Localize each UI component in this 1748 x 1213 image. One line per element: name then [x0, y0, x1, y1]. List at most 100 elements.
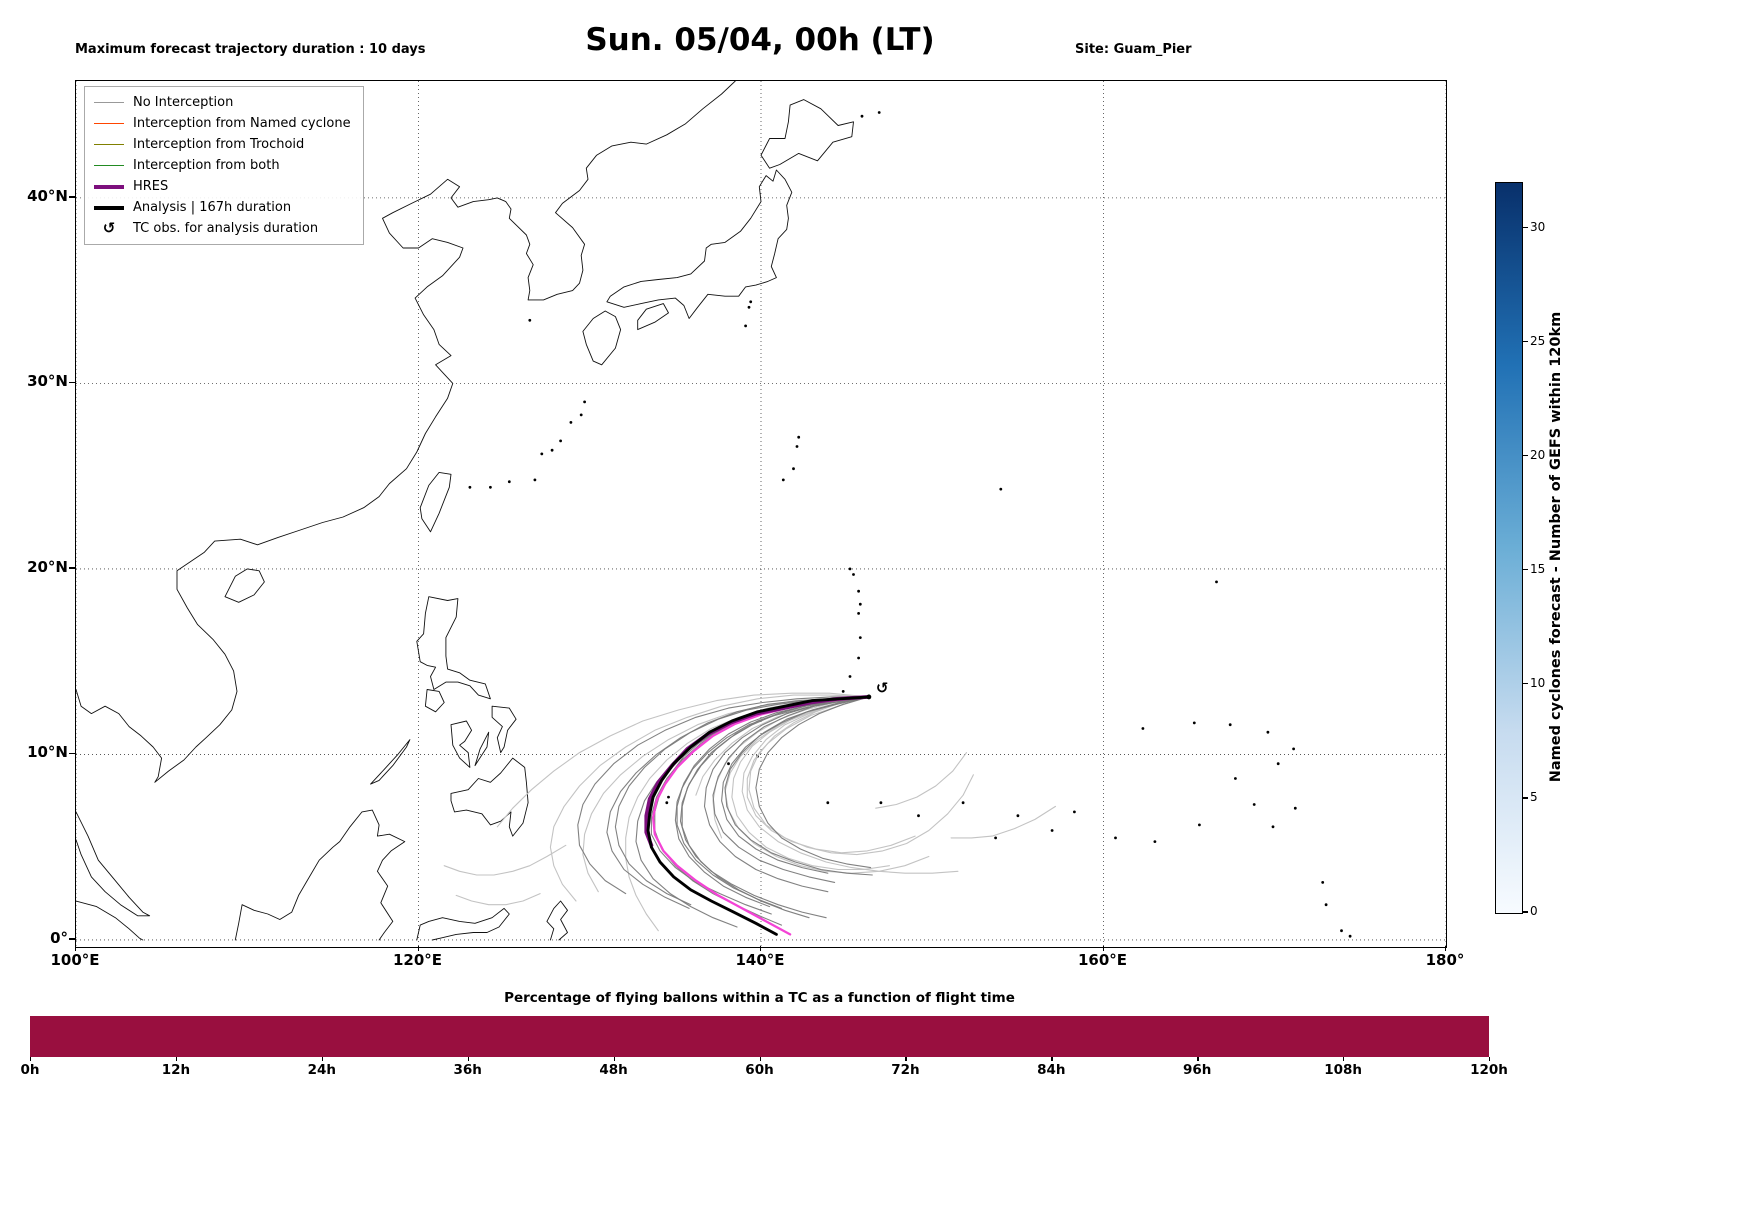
x-axis-tick-label: 100°E: [50, 951, 100, 969]
colorbar-tick-label: 10: [1530, 675, 1546, 690]
y-axis-tickmark: [69, 938, 75, 940]
island-dot: [540, 452, 544, 456]
x-axis-tick-label: 140°E: [735, 951, 785, 969]
coastline: [76, 900, 144, 941]
tc-obs-legend-icon: ↺: [102, 219, 116, 237]
colorbar-tickmark: [1522, 797, 1528, 799]
bottom-x-tick-label: 84h: [1037, 1062, 1066, 1078]
magenta-trajectory: [651, 695, 871, 936]
balloon-percentage-bar: [30, 1016, 1489, 1057]
bottom-x-tickmark: [467, 1057, 470, 1061]
colorbar-tick-label: 15: [1530, 561, 1546, 576]
y-axis-tick-label: 10°N: [27, 743, 68, 762]
y-axis-tickmark: [69, 752, 75, 755]
legend-row: ↺ TC obs. for analysis duration: [94, 218, 351, 239]
bottom-x-tickmark: [905, 1057, 907, 1061]
island-dot: [857, 612, 860, 615]
forecast-trajectory-no-interception: [674, 696, 870, 908]
forecast-trajectory-no-interception: [614, 696, 870, 906]
colorbar-tickmark: [1522, 341, 1528, 343]
legend-line-sample: [94, 184, 124, 189]
forecast-trajectory-no-interception: [731, 696, 890, 871]
coastline: [450, 720, 473, 768]
island-dot: [1228, 723, 1232, 727]
island-dot: [961, 801, 965, 805]
forecast-trajectory-no-interception: [681, 696, 870, 919]
legend-label: Interception from both: [133, 158, 280, 173]
x-axis-tick-label: 180°: [1425, 951, 1465, 969]
y-axis-tickmark: [69, 567, 75, 569]
y-axis-tick-label: 20°N: [27, 557, 68, 576]
coastline: [491, 705, 517, 754]
forecast-trajectory-no-interception: [549, 694, 870, 902]
coastline: [760, 99, 854, 169]
island-dot: [665, 801, 669, 805]
legend-row: HRES: [94, 176, 351, 197]
forecast-trajectory-no-interception: [755, 696, 872, 869]
island-dot: [858, 636, 862, 639]
bottom-x-tickmark: [1489, 1057, 1491, 1061]
island-dot: [858, 602, 862, 606]
forecast-trajectory-no-interception: [443, 844, 567, 876]
forecast-trajectory-no-interception: [875, 752, 968, 809]
island-dot: [747, 305, 751, 309]
colorbar-tick-label: 30: [1530, 219, 1546, 234]
island-dot: [857, 656, 860, 660]
island-dot: [917, 814, 920, 818]
island-dot: [1271, 825, 1275, 829]
site-text: Site: Guam_Pier: [1075, 42, 1192, 58]
island-dot: [852, 573, 855, 576]
coastline: [419, 471, 452, 533]
coastline: [424, 689, 445, 713]
bottom-x-tickmark: [175, 1057, 178, 1061]
coastline: [76, 811, 151, 917]
colorbar-tickmark: [1522, 911, 1528, 913]
colorbar-tick-label: 25: [1530, 333, 1546, 348]
coastline: [370, 739, 411, 785]
bottom-x-tick-label: 120h: [1470, 1062, 1508, 1078]
island-dot: [1293, 806, 1297, 810]
island-dot: [1016, 814, 1020, 818]
y-axis-tick-label: 30°N: [27, 372, 68, 391]
legend-line-sample: [94, 101, 124, 104]
x-axis-tickmark: [75, 946, 77, 951]
legend-line-sample: [94, 143, 124, 146]
bottom-x-tick-label: 48h: [599, 1062, 628, 1078]
forecast-trajectory-no-interception: [455, 893, 541, 906]
island-dot: [792, 467, 795, 471]
coastline: [606, 169, 793, 319]
bottom-x-tick-label: 24h: [307, 1062, 336, 1078]
bottom-x-tickmark: [321, 1057, 324, 1061]
island-dot: [744, 324, 747, 328]
island-dot: [841, 690, 845, 693]
bottom-x-tickmark: [1051, 1057, 1053, 1061]
island-dot: [1321, 881, 1325, 884]
island-dot: [1266, 730, 1270, 734]
x-axis-tick-label: 160°E: [1077, 951, 1128, 969]
forecast-trajectory-no-interception: [679, 696, 870, 919]
colorbar-tickmark: [1522, 683, 1528, 685]
coastline: [416, 596, 491, 700]
island-dot: [1192, 721, 1196, 725]
legend: No Interception Interception from Named c…: [84, 86, 364, 245]
gefs-colorbar: [1495, 182, 1523, 914]
x-axis-tickmark: [417, 946, 419, 951]
coastline: [234, 809, 406, 941]
island-dot: [781, 478, 785, 482]
bottom-chart-title: Percentage of flying ballons within a TC…: [504, 990, 1015, 1006]
colorbar-tick-label: 0: [1530, 904, 1538, 918]
island-dot: [1324, 903, 1328, 907]
island-dot: [1252, 803, 1256, 806]
island-dot: [857, 589, 860, 593]
colorbar-tick-label: 20: [1530, 447, 1546, 462]
island-dot: [583, 400, 586, 404]
island-dot: [860, 114, 864, 118]
coastline: [76, 81, 736, 783]
island-dot: [559, 439, 562, 443]
legend-row: Interception from Trochoid: [94, 134, 351, 155]
forecast-trajectory-no-interception: [703, 696, 870, 893]
island-dot: [1276, 762, 1280, 766]
island-dot: [1153, 840, 1157, 843]
legend-row: Interception from Named cyclone: [94, 113, 351, 134]
island-dot: [1141, 727, 1145, 730]
